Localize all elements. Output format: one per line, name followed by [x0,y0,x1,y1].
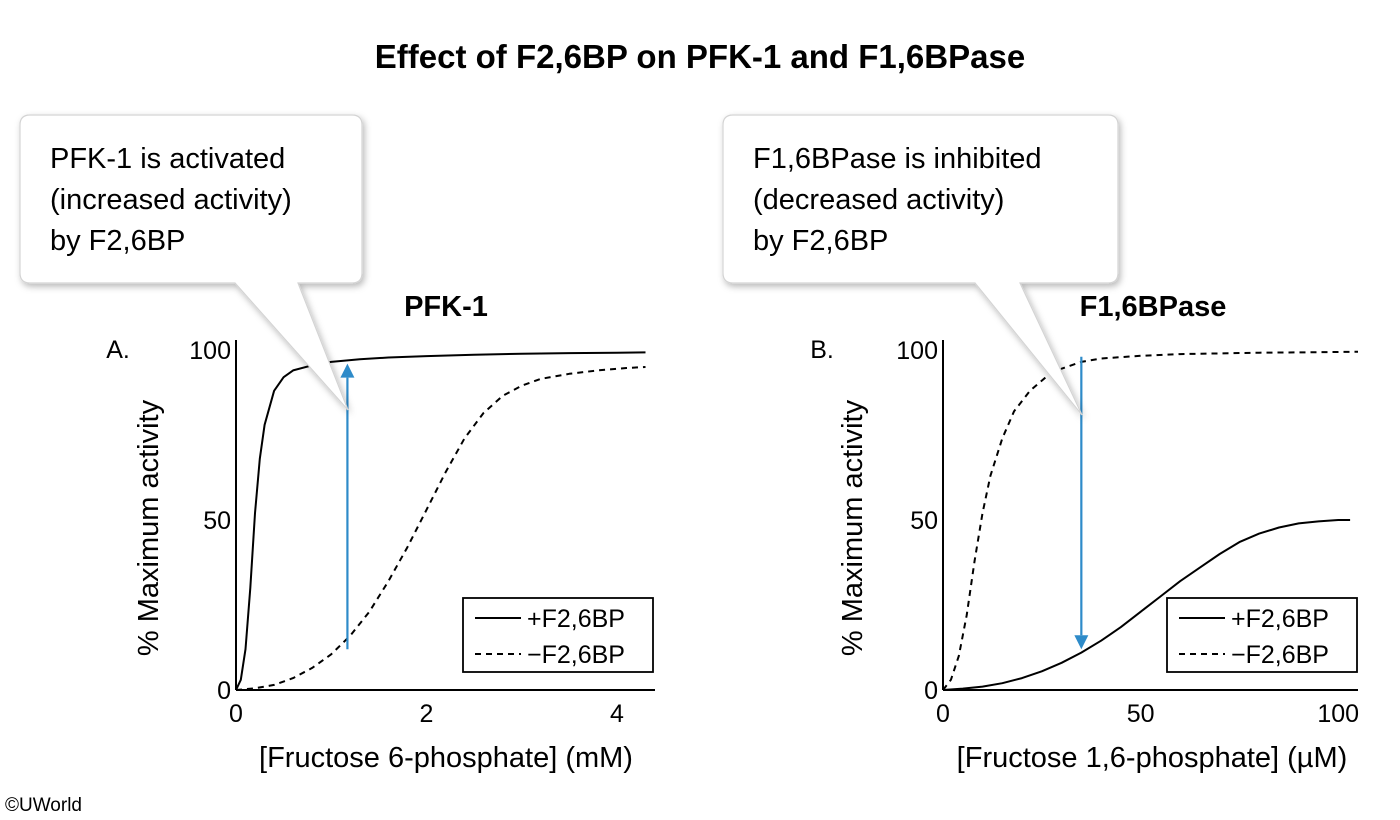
series-line-plus-f26bp [235,351,646,691]
callout-shape [722,114,1119,416]
chart-title: PFK-1 [404,291,488,323]
x-tick-label: 0 [936,700,950,728]
figure-title: Effect of F2,6BP on PFK-1 and F1,6BPase [375,38,1025,75]
y-tick-label: 0 [217,677,231,705]
copyright-notice: ©UWorld [5,795,82,816]
y-axis-label: % Maximum activity [133,399,165,656]
legend-label: +F2,6BP [527,605,625,633]
callout-text-line: by F2,6BP [753,225,888,257]
effect-arrow-head [340,363,355,378]
chart-title: F1,6BPase [1080,291,1227,323]
legend-box [1166,597,1358,673]
x-tick-label: 50 [1127,700,1155,728]
callout-text-line: (decreased activity) [753,184,1004,216]
panel-label: A. [106,336,130,364]
legend-label: +F2,6BP [1231,605,1329,633]
panel-label: B. [810,336,834,364]
callout-text-line: PFK-1 is activated [50,143,285,175]
legend-box [462,597,654,673]
effect-arrow-head [1074,635,1089,650]
x-axis-label: [Fructose 6-phosphate] (mM) [259,742,633,774]
y-axis-label: % Maximum activity [837,399,869,656]
series-line-plus-f26bp [942,519,1351,691]
y-tick-label: 50 [203,507,231,535]
legend-label: −F2,6BP [1231,641,1329,669]
legend-label: −F2,6BP [527,641,625,669]
chart-panel-f16bpase: 0 50 100 0 50 100 [Fructose 1,6-phosphate] (µM… [722,114,1359,774]
callout-bubble [722,114,1119,416]
callout-text-line: by F2,6BP [50,225,185,257]
callout-text-line: F1,6BPase is inhibited [753,143,1042,175]
callout-bubble [19,114,363,411]
x-axis-label: [Fructose 1,6-phosphate] (µM) [957,742,1348,774]
callout-text-line: (increased activity) [50,184,292,216]
x-tick-label: 0 [229,700,243,728]
callout-shape [19,114,363,411]
y-tick-label: 50 [910,507,938,535]
y-tick-label: 100 [189,337,231,365]
x-tick-label: 4 [610,700,624,728]
y-tick-label: 100 [896,337,938,365]
x-tick-label: 2 [420,700,434,728]
chart-panel-pfk1: 0 50 100 0 2 4 [Fructose 6-phosphate] (mM) % Ma… [19,114,655,774]
y-tick-label: 0 [924,677,938,705]
series-line-minus-f26bp [942,350,1359,691]
series-line-minus-f26bp [235,366,646,691]
x-tick-label: 100 [1317,700,1359,728]
